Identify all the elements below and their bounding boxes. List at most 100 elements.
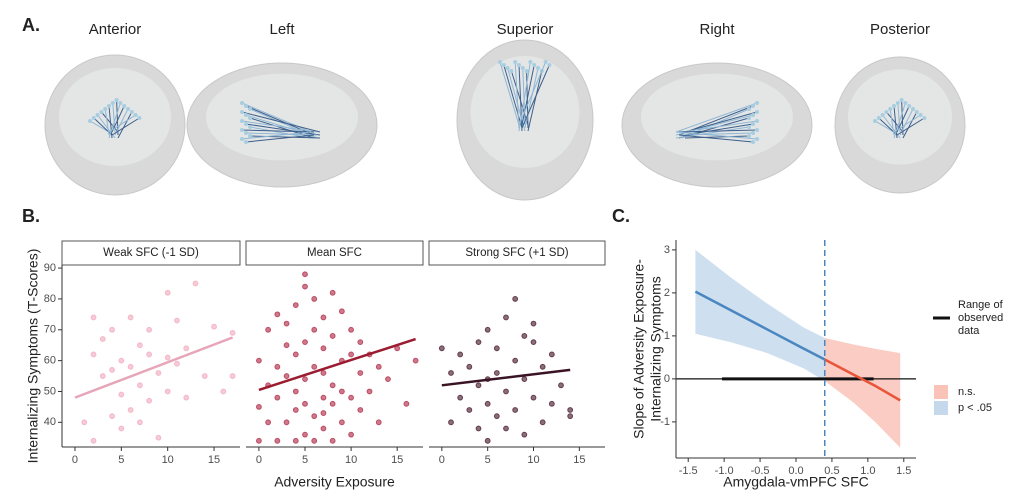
- node: [543, 60, 548, 64]
- point: [274, 394, 281, 401]
- point: [201, 373, 208, 379]
- point: [90, 437, 97, 444]
- node: [114, 98, 119, 102]
- point: [448, 370, 454, 376]
- legend-label: n.s.: [958, 386, 976, 398]
- confidence-band: [695, 249, 825, 382]
- connection: [893, 102, 906, 139]
- x-tick-label: -1.0: [715, 465, 734, 477]
- facet-strip: [428, 240, 606, 266]
- point: [109, 413, 115, 420]
- connection: [108, 114, 136, 133]
- connection: [896, 117, 925, 136]
- node: [884, 110, 889, 114]
- point: [558, 382, 564, 389]
- legend-label: p < .05: [958, 402, 992, 414]
- point: [311, 326, 318, 333]
- node: [91, 116, 96, 120]
- brain-inner: [59, 68, 171, 166]
- node: [248, 134, 252, 138]
- node: [509, 69, 514, 73]
- point: [229, 373, 236, 379]
- y-tick-label: 90: [44, 262, 56, 274]
- node: [248, 125, 252, 129]
- connection: [241, 131, 312, 140]
- node: [240, 119, 244, 123]
- x-tick-label: 10: [162, 454, 174, 466]
- point: [512, 407, 519, 413]
- x-tick-label: 5: [485, 454, 491, 466]
- connection: [507, 67, 526, 132]
- view-label: Anterior: [89, 21, 142, 38]
- x-tick-label: 0: [256, 454, 262, 466]
- node: [137, 116, 142, 120]
- point: [127, 407, 134, 413]
- y-tick-label: -1: [660, 416, 670, 428]
- y-tick-label: 40: [44, 416, 56, 428]
- y-tick-label: 60: [44, 355, 56, 367]
- point: [302, 339, 308, 346]
- view-label: Superior: [497, 21, 554, 38]
- x-tick-label: 15: [391, 454, 403, 466]
- connection: [241, 111, 321, 133]
- point: [256, 357, 262, 364]
- connection: [889, 108, 895, 136]
- y-tick-label: 80: [44, 293, 56, 305]
- connection: [503, 64, 523, 129]
- point: [475, 382, 482, 389]
- point: [118, 391, 125, 398]
- point: [174, 317, 180, 324]
- node: [524, 69, 529, 73]
- point: [503, 425, 509, 432]
- point: [448, 419, 454, 426]
- connection: [111, 117, 140, 136]
- connection: [117, 111, 133, 139]
- node: [99, 110, 104, 114]
- node: [505, 66, 510, 70]
- node: [240, 137, 244, 141]
- point: [164, 388, 171, 395]
- point: [127, 314, 134, 321]
- point: [357, 339, 364, 346]
- point: [136, 419, 143, 426]
- node: [118, 101, 123, 105]
- point: [484, 326, 491, 333]
- fit-line: [258, 337, 417, 392]
- y-tick-label: 70: [44, 324, 56, 336]
- point: [292, 407, 299, 413]
- point: [320, 425, 327, 432]
- point: [164, 289, 171, 296]
- point: [375, 363, 382, 370]
- node: [536, 66, 540, 70]
- node: [95, 113, 100, 117]
- node: [240, 101, 244, 105]
- point: [530, 320, 537, 327]
- connection: [245, 123, 321, 136]
- point: [493, 413, 500, 420]
- point: [320, 314, 327, 321]
- point: [192, 280, 199, 287]
- point: [375, 419, 382, 426]
- node: [755, 101, 759, 105]
- y-tick-label: 2: [664, 287, 670, 299]
- point: [265, 326, 272, 333]
- point: [338, 419, 345, 426]
- node: [244, 104, 248, 108]
- point: [146, 326, 153, 333]
- connection: [521, 64, 535, 126]
- connection: [108, 102, 121, 139]
- node: [88, 119, 92, 123]
- legend-key: [934, 385, 948, 399]
- node: [133, 113, 138, 117]
- point: [90, 314, 97, 321]
- point: [302, 400, 308, 407]
- point: [338, 388, 345, 395]
- point: [348, 351, 354, 358]
- connection: [241, 120, 318, 133]
- brain-inner: [206, 73, 358, 161]
- connection: [522, 67, 526, 126]
- x-axis-label: Adversity Exposure: [274, 474, 395, 490]
- legend-label: Range of: [958, 299, 1004, 311]
- point: [530, 339, 537, 346]
- point: [567, 413, 574, 420]
